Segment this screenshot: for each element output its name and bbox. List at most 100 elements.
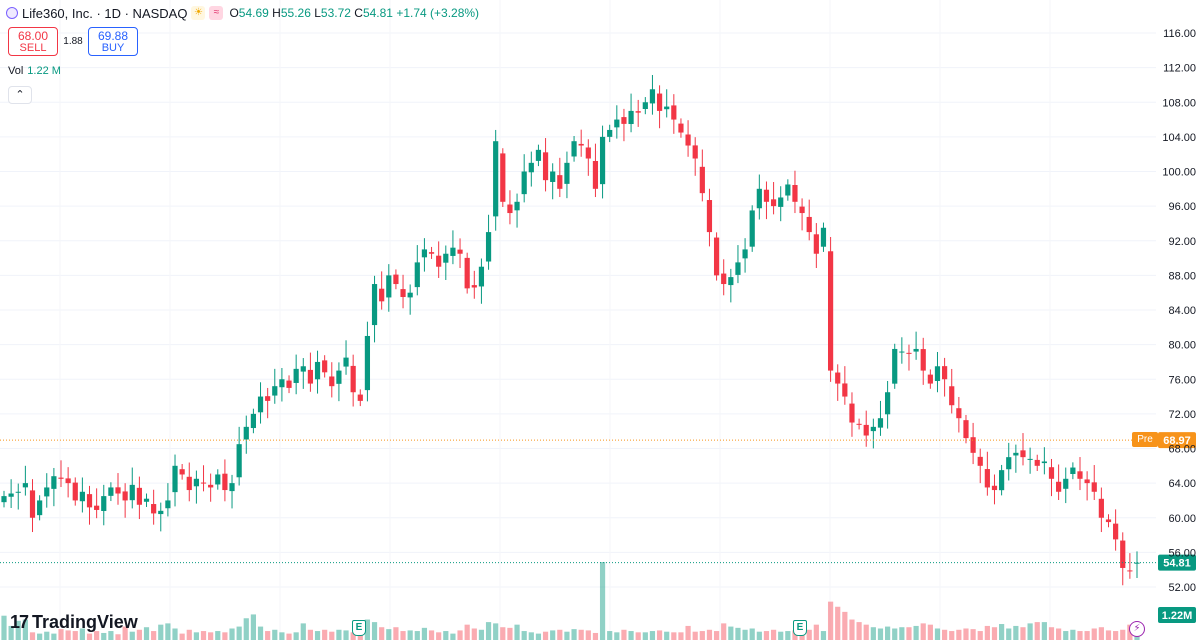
candle-body	[393, 274, 399, 285]
earnings-marker[interactable]: E	[352, 620, 366, 636]
volume-bar	[642, 632, 648, 640]
candle-body	[265, 396, 271, 401]
volume-bar	[856, 622, 862, 640]
volume-bar	[977, 631, 983, 640]
candle-body	[592, 160, 599, 189]
candle-body	[535, 149, 542, 161]
chevron-up-icon: ⌃	[15, 89, 25, 101]
volume-bar	[200, 631, 207, 640]
volume-bar	[656, 630, 663, 640]
volume-bar	[407, 630, 413, 640]
candle-body	[51, 476, 57, 489]
candle-body	[172, 465, 178, 493]
sell-button[interactable]: 68.00 SELL	[8, 27, 58, 56]
candle-body	[778, 197, 784, 207]
volume-bars	[1, 562, 1140, 640]
premarket-price-tag	[1158, 432, 1196, 449]
volume-bar	[1063, 631, 1069, 640]
candle-body	[699, 166, 705, 194]
sell-label: SELL	[19, 41, 47, 54]
candle-body	[913, 348, 919, 352]
market-status-sun-icon[interactable]: ☀	[191, 6, 206, 20]
volume-bar	[51, 633, 57, 640]
volume-bar	[371, 622, 378, 640]
tradingview-logo[interactable]: 17 TradingView	[10, 612, 138, 633]
volume-bar	[1034, 622, 1040, 640]
volume-bar	[457, 630, 463, 640]
volume-bar	[86, 633, 93, 640]
volume-bar	[942, 629, 948, 640]
candle-body	[521, 171, 527, 195]
volume-bar	[336, 629, 342, 640]
volume-bar	[286, 633, 292, 640]
volume-bar	[500, 627, 506, 640]
volume-bar	[806, 629, 812, 640]
volume-bar	[949, 631, 955, 640]
volume-bar	[314, 631, 321, 640]
volume-bar	[158, 624, 164, 640]
volume-bar	[208, 632, 214, 640]
volume-bar	[1120, 629, 1126, 640]
volume-bar	[542, 631, 549, 640]
volume-bar	[343, 630, 349, 640]
volume-bar	[464, 624, 470, 640]
volume-bar	[1077, 631, 1083, 640]
symbol-title[interactable]: Life360, Inc. · 1D · NASDAQ	[22, 5, 188, 21]
candle-body	[379, 288, 385, 302]
volume-bar	[151, 631, 157, 640]
volume-bar	[450, 633, 456, 640]
candle-body	[329, 376, 335, 387]
candle-body	[72, 482, 78, 501]
candle-body	[1063, 478, 1069, 489]
y-tick-label: 76.00	[1168, 374, 1196, 386]
volume-bar	[813, 624, 819, 640]
volume-bar	[1048, 627, 1055, 640]
symbol-header[interactable]: Life360, Inc. · 1D · NASDAQ ☀ ≈ O54.69 H…	[6, 4, 479, 22]
candle-body	[457, 249, 463, 254]
candle-body	[906, 352, 912, 354]
candle-body	[1027, 458, 1033, 460]
volume-bar	[165, 623, 171, 640]
volume-bar	[393, 627, 399, 640]
candle-body	[927, 374, 933, 384]
candle-body	[542, 152, 549, 181]
candle-body	[122, 491, 128, 501]
volume-bar	[129, 631, 135, 640]
volume-tag	[1158, 607, 1196, 623]
earnings-marker[interactable]: E	[793, 620, 807, 636]
candle-body	[949, 386, 955, 406]
volume-bar	[721, 623, 727, 640]
volume-value: 1.22 M	[27, 65, 61, 77]
candle-body	[407, 292, 413, 298]
volume-bar	[478, 629, 485, 640]
volume-bar	[956, 629, 962, 640]
candle-body	[58, 477, 64, 479]
collapse-legend-button[interactable]: ⌃	[8, 86, 32, 104]
volume-bar	[628, 631, 634, 640]
candle-body	[785, 184, 791, 196]
volume-bar	[735, 627, 741, 640]
data-delay-icon[interactable]: ≈	[209, 6, 224, 20]
volume-bar	[770, 629, 777, 640]
candle-body	[143, 498, 150, 502]
candle-body	[464, 257, 470, 289]
volume-label: Vol	[8, 65, 24, 77]
candle-body	[870, 426, 876, 432]
volume-bar	[37, 633, 43, 640]
volume-legend[interactable]: Vol 1.22 M	[8, 65, 61, 77]
candle-body	[250, 413, 257, 429]
candle-body	[749, 210, 755, 247]
y-tick-label: 104.00	[1162, 132, 1196, 144]
lightning-icon[interactable]: ⚡	[1129, 621, 1145, 637]
volume-bar	[350, 632, 356, 640]
candle-body	[635, 111, 641, 113]
buy-button[interactable]: 69.88 BUY	[88, 27, 138, 56]
volume-bar	[357, 632, 363, 640]
candle-body	[208, 484, 214, 488]
volume-bar	[557, 629, 563, 640]
candle-body	[215, 474, 221, 485]
volume-bar	[471, 628, 477, 640]
premarket-price-value: 68.97	[1163, 435, 1191, 447]
candle-body	[621, 117, 627, 124]
